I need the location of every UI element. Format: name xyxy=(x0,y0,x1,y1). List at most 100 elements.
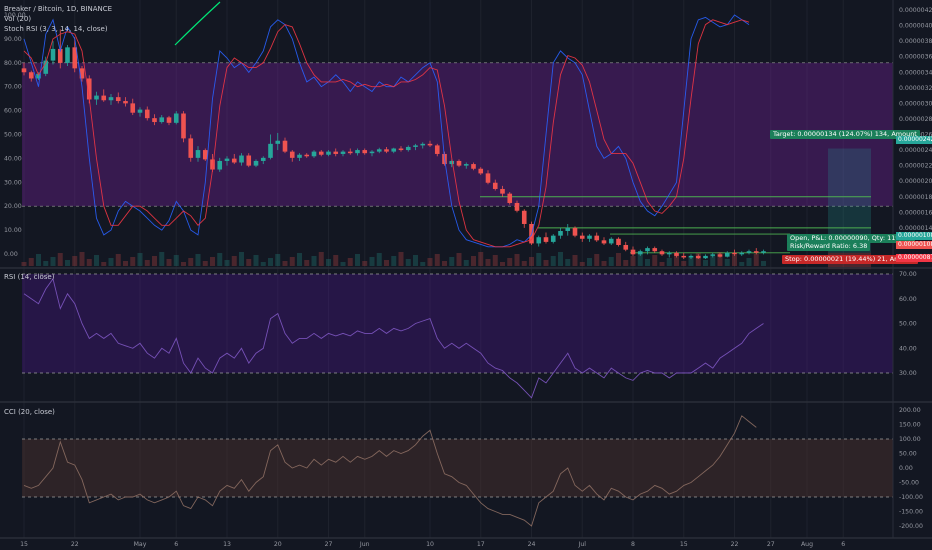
candle-body xyxy=(347,151,353,154)
cci-tick-label: -200.00 xyxy=(899,523,923,530)
volume-bar xyxy=(442,261,447,266)
candle-body xyxy=(478,168,484,174)
candle-body xyxy=(456,160,462,166)
volume-bar xyxy=(565,259,571,266)
volume-bar xyxy=(529,257,534,266)
candle-body xyxy=(739,252,745,255)
volume-bar xyxy=(543,260,549,266)
volume-bar xyxy=(152,256,157,266)
volume-bar xyxy=(579,262,585,266)
stop-price-tag: 0.00000087 xyxy=(896,254,932,262)
candle-body xyxy=(144,109,150,119)
cci-band xyxy=(22,439,893,497)
candle-body xyxy=(43,60,49,74)
volume-bar xyxy=(572,255,578,266)
open-price-tag: 0.00000108 xyxy=(896,232,932,240)
candle-body xyxy=(630,249,636,255)
stoch-d-line xyxy=(23,19,750,248)
volume-bar xyxy=(761,261,766,266)
stoch-tick-label: 60.00 xyxy=(4,108,22,115)
candle-body xyxy=(521,210,527,224)
volume-bar xyxy=(260,262,266,266)
risk-reward-label[interactable]: Risk/Reward Ratio: 6.38 xyxy=(787,242,871,251)
candle-body xyxy=(434,145,440,154)
rsi-tick-label: 30.00 xyxy=(899,370,917,377)
volume-bar xyxy=(115,254,121,266)
volume-bar xyxy=(36,254,41,266)
candle-body xyxy=(289,151,295,158)
candle-body xyxy=(50,48,56,61)
volume-bar xyxy=(166,259,172,266)
volume-bar xyxy=(210,257,215,266)
open-label[interactable]: Open, P&L: 0.00000090, Qty: 119047 xyxy=(787,234,915,243)
candle-body xyxy=(355,150,360,154)
candle-body xyxy=(500,188,505,194)
stoch-tick-label: 20.00 xyxy=(4,203,22,210)
volume-bar xyxy=(43,261,49,266)
volume-bar xyxy=(268,258,273,266)
symbol-title[interactable]: Breaker / Bitcoin, 1D, BINANCE xyxy=(4,5,113,13)
rsi-tick-label: 70.00 xyxy=(899,271,917,278)
stop-label[interactable]: Stop: 0.00000021 (19.44%) 21, Amount xyxy=(782,255,919,264)
volume-bar xyxy=(703,260,708,266)
cci-legend[interactable]: CCI (20, close) xyxy=(4,408,55,416)
stoch-k-line xyxy=(23,14,750,248)
volume-bar xyxy=(318,252,324,266)
candle-body xyxy=(362,150,368,154)
stoch-tick-label: 50.00 xyxy=(4,132,22,139)
target-label[interactable]: Target: 0.00000134 (124.07%) 134, Amount xyxy=(770,130,920,139)
candle-body xyxy=(724,252,730,257)
candle-body xyxy=(333,151,339,154)
volume-bar xyxy=(710,256,716,266)
rsi-tick-label: 60.00 xyxy=(899,296,917,303)
cci-line xyxy=(23,415,757,527)
volume-bar xyxy=(108,258,114,266)
cci-tick-label: -150.00 xyxy=(899,509,923,516)
volume-bar xyxy=(724,259,730,266)
volume-bar xyxy=(181,262,186,266)
x-tick-label: 20 xyxy=(274,541,282,548)
cci-tick-label: 0.00 xyxy=(899,465,913,472)
volume-bar xyxy=(645,259,650,266)
volume-bar xyxy=(623,260,629,266)
volume-bar xyxy=(188,258,194,266)
candle-body xyxy=(413,145,418,147)
volume-bar xyxy=(384,260,389,266)
volume-bar xyxy=(427,258,433,266)
volume-bar xyxy=(50,257,56,266)
candle-body xyxy=(173,113,179,123)
candle-body xyxy=(86,78,92,100)
candle-body xyxy=(101,95,107,101)
volume-bar xyxy=(478,252,484,266)
candle-body xyxy=(746,251,752,253)
volume-bar xyxy=(413,255,418,266)
volume-bar xyxy=(297,253,302,266)
volume-bar xyxy=(79,252,85,266)
vol-legend[interactable]: Vol (20) xyxy=(4,15,32,23)
volume-bar xyxy=(637,252,643,266)
candle-body xyxy=(674,252,679,256)
x-tick-label: 15 xyxy=(20,541,28,548)
oscillator-lines xyxy=(23,14,764,527)
candle-body xyxy=(405,146,411,151)
rsi-legend[interactable]: RSI (14, close) xyxy=(4,273,55,281)
volume-bar xyxy=(594,254,600,266)
candle-body xyxy=(492,182,498,189)
stoch-legend[interactable]: Stoch RSI (3, 3, 14, 14, close) xyxy=(4,25,108,33)
volume-bar xyxy=(420,262,426,266)
candle-body xyxy=(514,202,520,211)
volume-bar xyxy=(28,258,34,266)
candle-body xyxy=(376,149,382,152)
cci-tick-label: 100.00 xyxy=(899,436,921,443)
stoch-tick-label: 90.00 xyxy=(4,36,22,43)
volume-bar xyxy=(347,258,353,266)
candle-body xyxy=(159,117,165,123)
candle-body xyxy=(449,160,455,165)
candle-body xyxy=(246,155,252,166)
